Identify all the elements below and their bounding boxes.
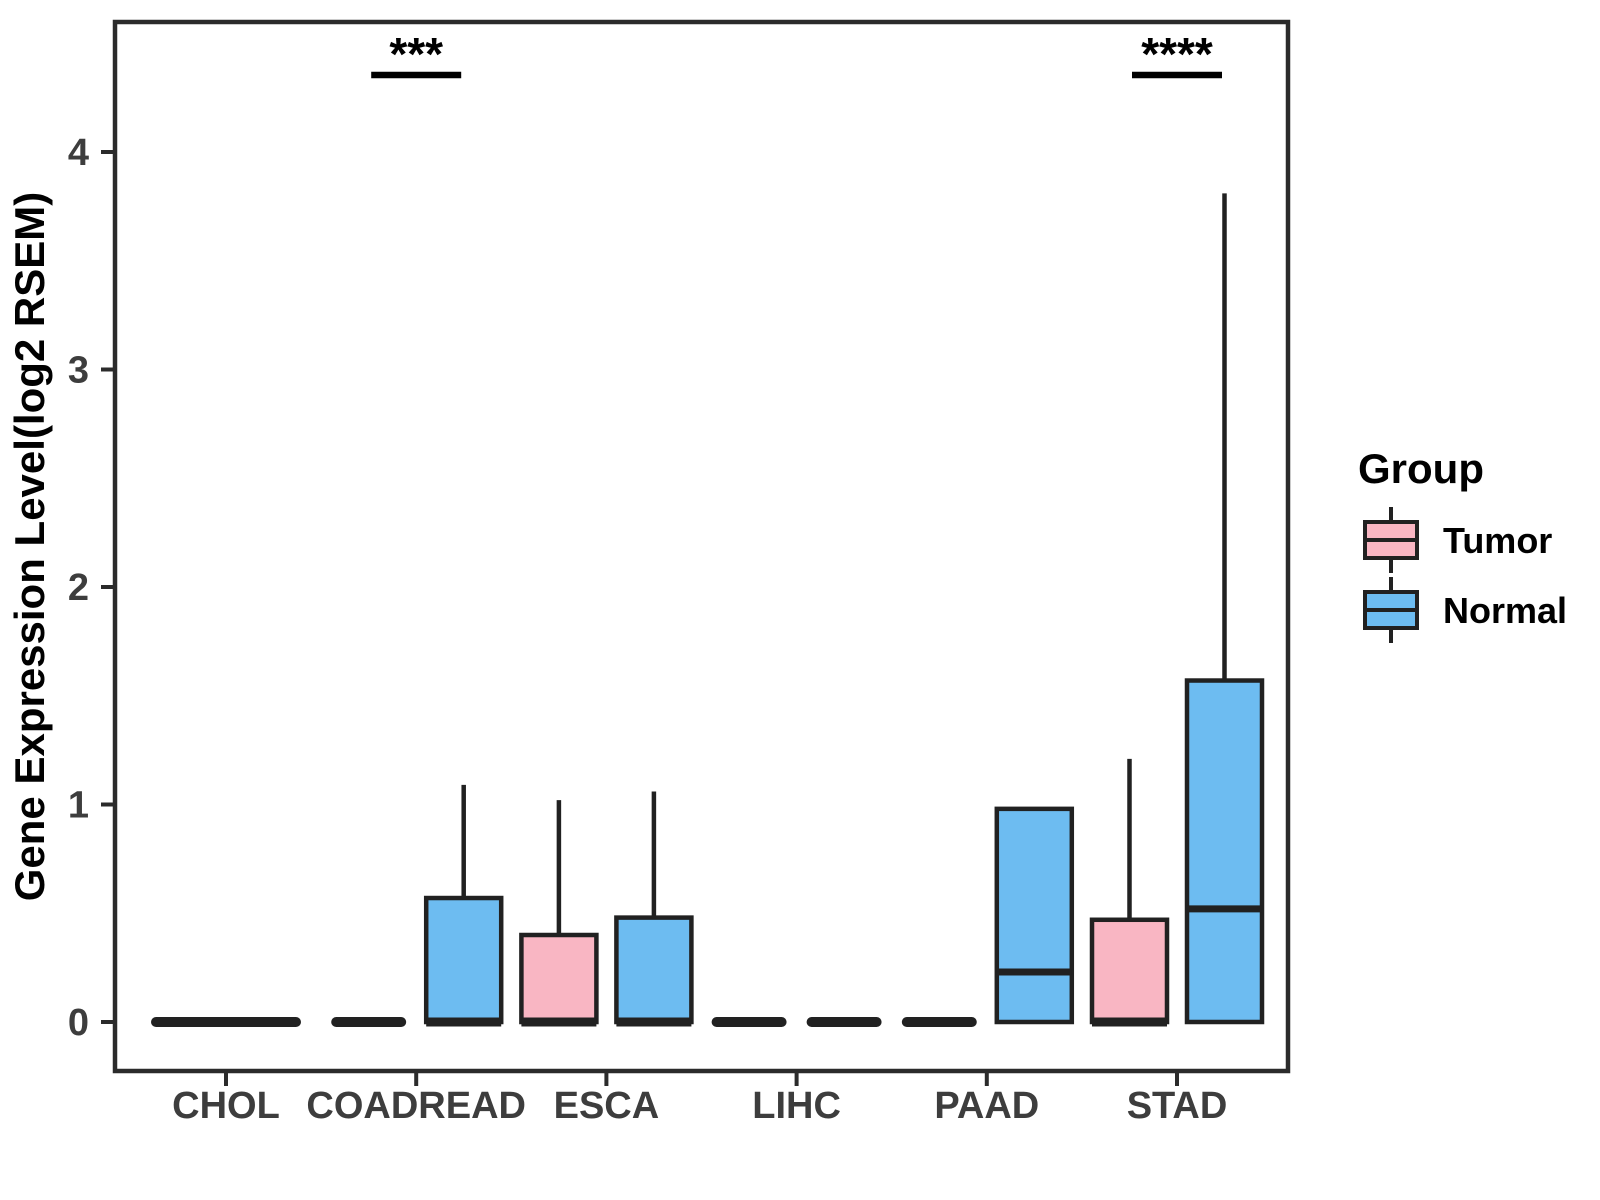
boxes [151,193,1265,1027]
y-tick-label: 0 [68,1002,89,1044]
y-tick-label: 1 [68,785,89,827]
y-axis: 0 1 2 3 4 [68,132,115,1044]
x-tick-label-coadread: COADREAD [306,1085,526,1127]
plot-panel [112,19,1291,1074]
box-coadread-normal [423,895,504,1025]
y-tick-label: 2 [68,567,89,609]
x-tick-label-lihc: LIHC [752,1085,841,1127]
box-stad-normal [1184,678,1265,1025]
annotations: *** **** [371,28,1222,80]
y-tick-label: 4 [68,132,89,174]
y-tick-label: 3 [68,350,89,392]
x-tick-label-chol: CHOL [172,1085,280,1127]
legend-title: Group [1358,445,1484,492]
x-tick-label-paad: PAAD [934,1085,1039,1127]
box-esca-normal [614,915,694,1025]
legend: Group Tumor Normal [1358,445,1567,643]
legend-label-normal: Normal [1443,590,1567,631]
x-tick-label-esca: ESCA [554,1085,660,1127]
y-axis-title: Gene Expression Level(log2 RSEM) [6,192,53,902]
legend-label-tumor: Tumor [1443,520,1552,561]
significance-stars-coadread: *** [389,28,443,80]
box-paad-normal [994,806,1075,1025]
legend-item-tumor: Tumor [1363,507,1552,573]
box-stad-tumor [1089,917,1170,1025]
legend-item-normal: Normal [1363,577,1567,643]
significance-stars-stad: **** [1141,28,1213,80]
x-axis: CHOL COADREAD ESCA LIHC PAAD STAD [172,1071,1227,1127]
x-tick-label-stad: STAD [1127,1085,1228,1127]
box-esca-tumor [519,932,599,1025]
